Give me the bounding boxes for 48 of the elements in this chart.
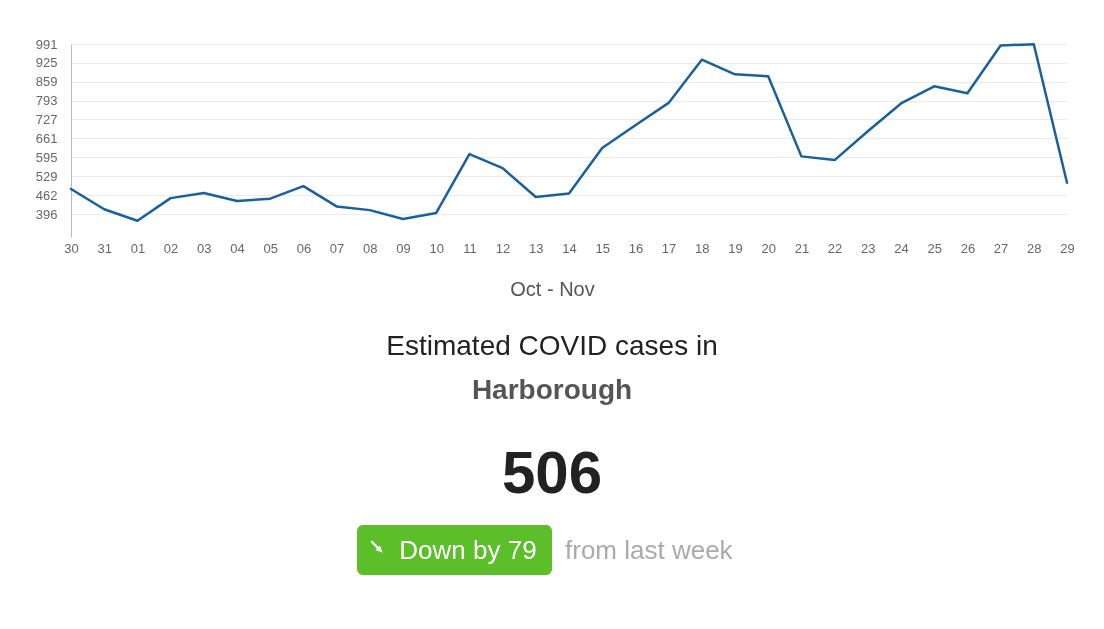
x-tick-label: 10 [429,240,444,256]
text: from last week [565,535,734,565]
x-tick-label: 03 [197,240,212,256]
x-tick-label: 24 [894,240,909,256]
y-tick-label: 793 [35,93,58,109]
y-tick-label: 529 [35,168,58,184]
x-tick-label: 06 [296,240,312,256]
x-tick-label: 08 [363,240,378,256]
x-tick-label: 02 [163,240,179,256]
y-tick-label: 925 [35,55,58,71]
x-tick-label: 20 [761,240,776,256]
line-series [69,43,1069,222]
x-tick-label: 05 [263,240,278,256]
x-axis-title: Oct - Nov [510,277,595,300]
text: Harborough [471,374,633,405]
x-tick-label: 25 [927,240,942,256]
x-tick-label: 23 [861,240,876,256]
x-tick-label: 17 [661,240,677,256]
x-tick-label: 11 [463,240,477,256]
x-tick-label: 26 [960,240,976,256]
x-tick-label: 07 [329,240,345,256]
x-tick-label: 18 [695,240,710,256]
x-tick-label: 09 [396,240,411,256]
x-tick-label: 12 [495,240,511,256]
text: 506 [501,439,603,506]
x-tick-label: 28 [1027,240,1042,256]
x-tick-label: 29 [1060,240,1075,256]
x-tick-label: 22 [827,240,843,256]
y-tick-label: 462 [35,187,58,203]
x-tick-label: 16 [628,240,644,256]
x-tick-label: 04 [230,240,245,256]
text: Estimated COVID cases in [386,330,718,361]
x-tick-label: 31 [97,240,112,256]
x-tick-label: 15 [595,240,610,256]
x-tick-label: 30 [64,240,79,256]
x-tick-label: 01 [130,240,146,256]
x-tick-label: 14 [562,240,577,256]
x-tick-label: 21 [794,240,810,256]
y-tick-label: 595 [35,149,58,165]
x-tick-label: 27 [993,240,1009,256]
y-tick-label: 727 [35,111,58,127]
x-tick-label: 13 [529,240,544,256]
text: Down by 79 [399,535,537,565]
y-tick-label: 396 [35,206,58,222]
y-tick-label: 991 [35,36,58,52]
y-tick-label: 859 [35,74,58,90]
x-tick-label: 19 [728,240,743,256]
y-tick-label: 661 [35,130,58,146]
